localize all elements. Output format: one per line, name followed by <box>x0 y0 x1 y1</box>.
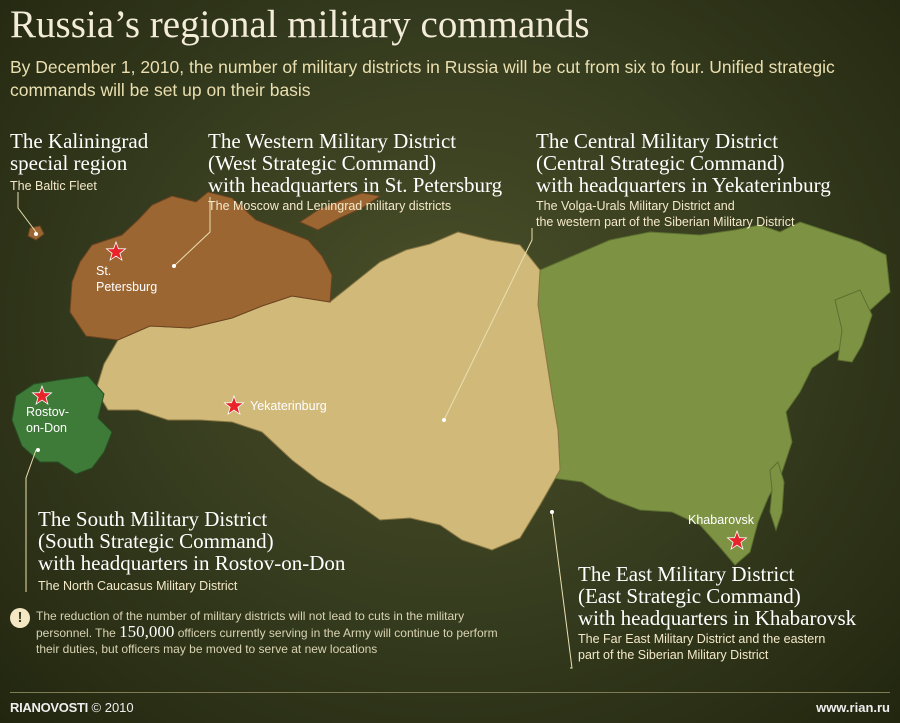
label-heading-line: The Kaliningrad <box>10 129 149 153</box>
label-central: The Central Military District (Central S… <box>536 130 831 230</box>
city-name-line: St. <box>96 264 112 278</box>
city-label-rostov: Rostov- on-Don <box>26 404 69 436</box>
label-heading-line: The East Military District <box>578 562 795 586</box>
label-heading-line: The Western Military District <box>208 129 457 153</box>
label-sub-line: The Moscow and Leningrad military distri… <box>208 199 452 213</box>
kamchatka-shape <box>834 289 873 363</box>
label-heading-line: (South Strategic Command) <box>38 529 274 553</box>
label-heading-line: with headquarters in Khabarovsk <box>578 606 857 630</box>
south-dot <box>36 448 40 452</box>
label-heading-line: special region <box>10 151 128 175</box>
star-icon-st-petersburg <box>105 240 127 262</box>
label-heading-line: (Central Strategic Command) <box>536 151 785 175</box>
footnote-number: 150,000 <box>119 622 175 641</box>
exclamation-icon: ! <box>10 608 30 628</box>
label-heading-line: The South Military District <box>38 507 268 531</box>
label-sub-line: part of the Siberian Military District <box>578 648 769 662</box>
footnote-text-after: officers currently serving in the Army w… <box>36 626 498 656</box>
city-label-st-petersburg: St. Petersburg <box>96 263 157 295</box>
star-icon-yekaterinburg <box>223 394 245 416</box>
kaliningrad-dot <box>34 232 38 236</box>
city-label-yekaterinburg: Yekaterinburg <box>250 399 327 413</box>
star-icon-khabarovsk <box>726 529 748 551</box>
region-western-shape <box>69 191 333 341</box>
label-heading-line: with headquarters in Yekaterinburg <box>536 173 831 197</box>
east-dot <box>550 510 554 514</box>
label-sub-line: The Far East Military District and the e… <box>578 632 826 646</box>
leader-lines <box>17 192 573 669</box>
page-title: Russia’s regional military commands <box>10 3 590 46</box>
label-kaliningrad: The Kaliningrad special region The Balti… <box>10 130 148 194</box>
page-subtitle: By December 1, 2010, the number of milit… <box>10 57 835 100</box>
novaya-zemlya-shape <box>298 192 382 231</box>
footnote: The reduction of the number of military … <box>36 608 516 657</box>
footer-divider <box>10 692 890 693</box>
label-south: The South Military District (South Strat… <box>38 508 345 594</box>
city-name-line: Petersburg <box>96 280 158 294</box>
copyright-text: © 2010 <box>91 700 134 715</box>
label-western: The Western Military District (West Stra… <box>208 130 502 214</box>
label-sub-line: The Baltic Fleet <box>10 179 97 193</box>
brand-logo-text: RIANOVOSTI <box>10 700 88 715</box>
site-url[interactable]: www.rian.ru <box>816 700 890 715</box>
city-name-line: Rostov- <box>26 405 70 419</box>
label-heading-line: (East Strategic Command) <box>578 584 801 608</box>
region-central-shape <box>95 231 561 551</box>
footnote-text-before: The reduction of the number of military … <box>36 609 465 640</box>
label-sub-line: The North Caucasus Military District <box>38 579 238 593</box>
label-heading-line: (West Strategic Command) <box>208 151 437 175</box>
central-dot <box>442 418 446 422</box>
city-name-line: on-Don <box>26 421 67 435</box>
star-icon-rostov <box>31 384 53 406</box>
sakhalin-shape <box>769 461 785 532</box>
label-heading-line: with headquarters in Rostov-on-Don <box>38 551 346 575</box>
brand-credit: RIANOVOSTI © 2010 <box>10 700 134 715</box>
label-sub-line: The Volga-Urals Military District and <box>536 199 735 213</box>
label-heading-line: The Central Military District <box>536 129 779 153</box>
label-heading-line: with headquarters in St. Petersburg <box>208 173 503 197</box>
label-sub-line: the western part of the Siberian Militar… <box>536 215 795 229</box>
label-east: The East Military District (East Strateg… <box>578 563 856 663</box>
city-label-khabarovsk: Khabarovsk <box>688 513 755 527</box>
western-dot <box>172 264 176 268</box>
